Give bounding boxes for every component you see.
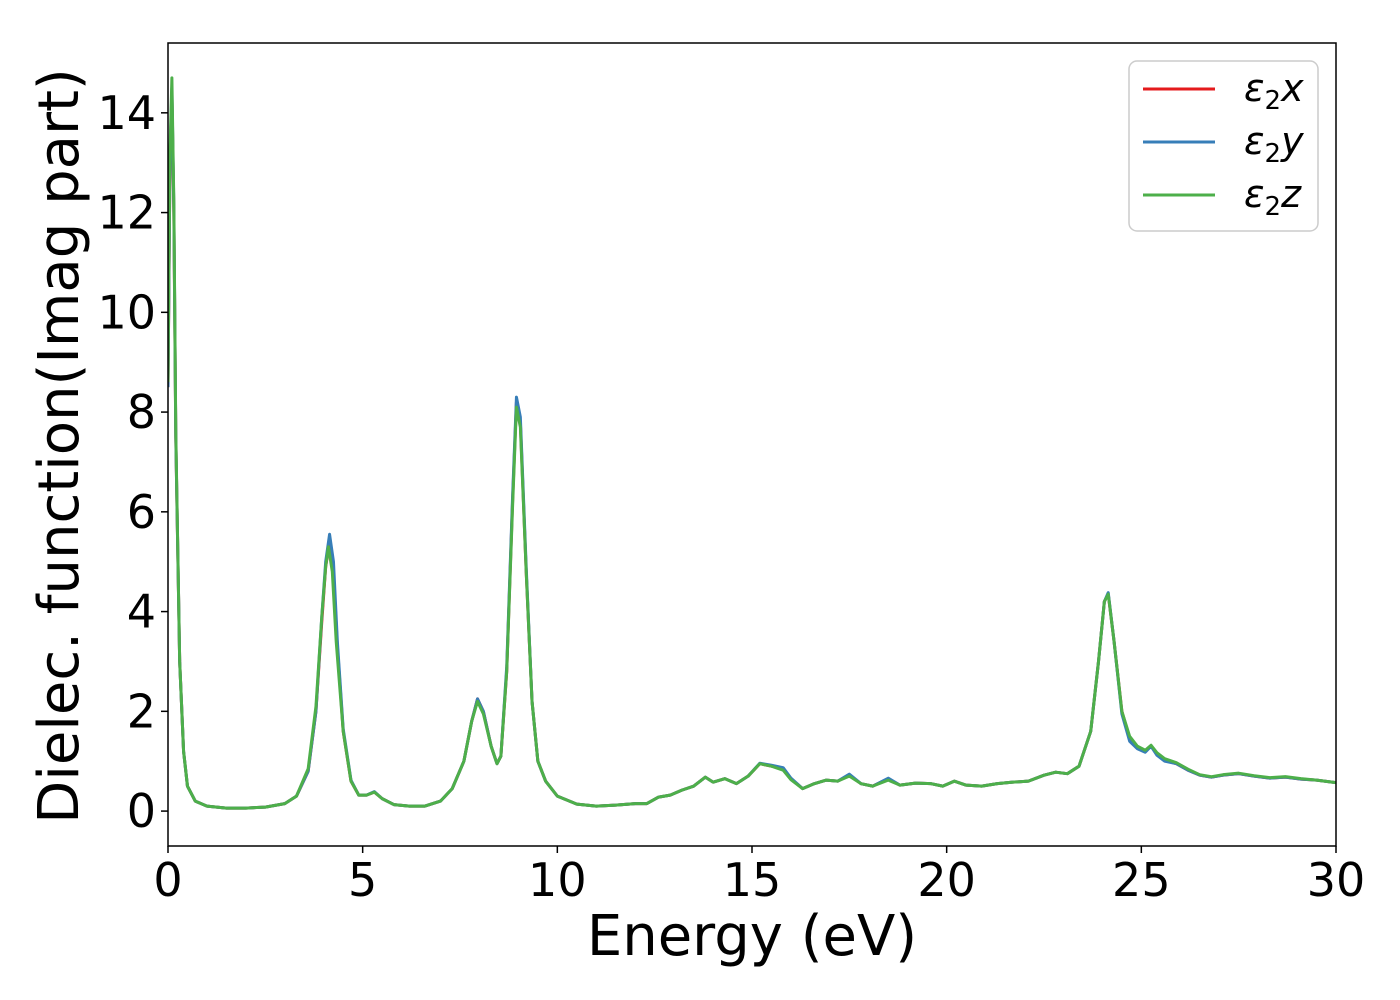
series-layer (168, 76, 1336, 810)
y-tick-label: 2 (127, 684, 156, 738)
y-tick-label: 0 (127, 784, 156, 838)
x-tick-label: 5 (348, 853, 377, 907)
x-axis-ticks: 0 5 10 15 20 25 30 (153, 846, 1365, 907)
legend-box (1128, 60, 1319, 232)
legend-label-y: ε2y (1244, 119, 1304, 169)
x-tick-label: 20 (917, 853, 976, 907)
y-tick-label: 12 (97, 186, 156, 240)
y-tick-label: 14 (97, 86, 156, 140)
y-tick-label: 8 (127, 385, 156, 439)
x-tick-label: 30 (1307, 853, 1366, 907)
x-tick-label: 25 (1112, 853, 1171, 907)
x-tick-label: 10 (528, 853, 587, 907)
x-tick-label: 15 (723, 853, 782, 907)
y-tick-label: 6 (127, 485, 156, 539)
y-axis-label: Dielec. function(Imag part) (27, 68, 92, 824)
legend-label-z: ε2z (1244, 172, 1302, 222)
series-line-z (168, 76, 1336, 810)
x-axis-label: Energy (eV) (587, 904, 917, 969)
x-tick-label: 0 (153, 853, 182, 907)
y-tick-label: 10 (97, 285, 156, 339)
y-axis-ticks: 0 2 4 6 8 10 12 14 (97, 86, 168, 838)
legend-label-x: ε2x (1244, 66, 1304, 116)
y-tick-label: 4 (127, 585, 156, 639)
